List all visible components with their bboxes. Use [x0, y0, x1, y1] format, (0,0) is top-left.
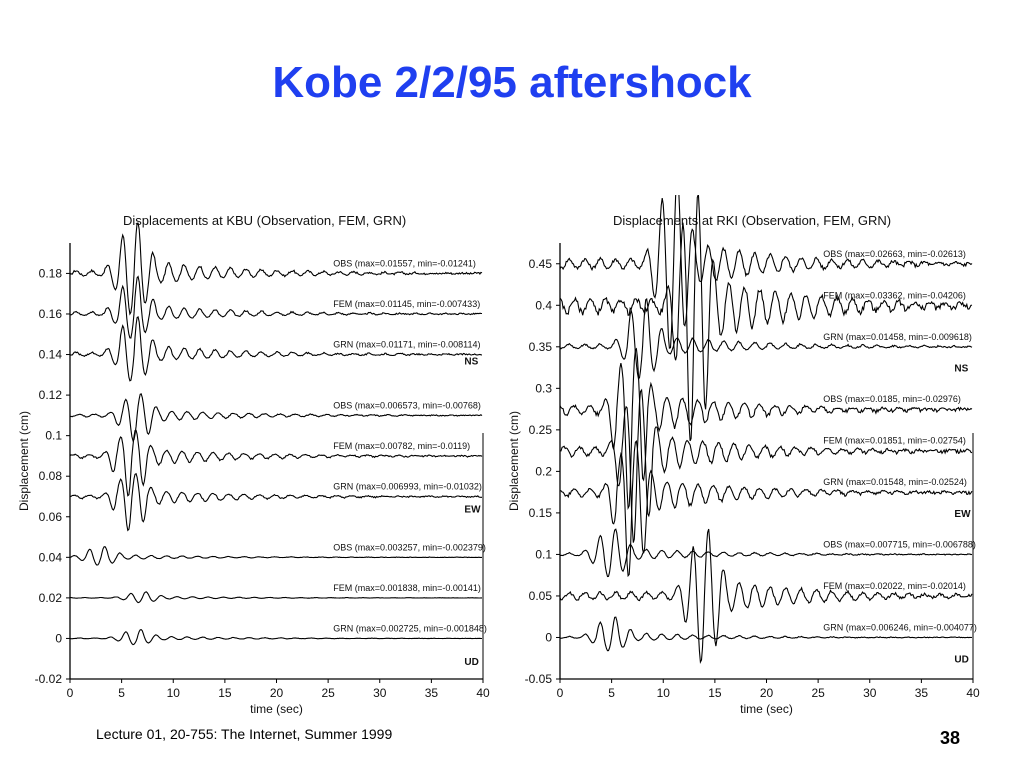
y-tick-label: 0.1: [535, 547, 552, 561]
y-tick-label: 0.02: [39, 591, 63, 605]
x-tick-label: 20: [760, 686, 774, 700]
y-tick-label: 0.2: [535, 464, 552, 478]
component-label: UD: [954, 654, 968, 665]
series-label: GRN (max=0.01548, min=-0.02524): [823, 477, 967, 487]
series-label: GRN (max=0.006246, min=-0.004077): [823, 622, 977, 632]
series-label: OBS (max=0.003257, min=-0.002379): [333, 542, 486, 552]
series-line: [69, 222, 483, 316]
y-tick-label: 0.12: [39, 388, 63, 402]
rki-displacement-chart: Displacements at RKI (Observation, FEM, …: [507, 195, 980, 716]
page-number: 38: [940, 728, 961, 748]
chart-title: Displacements at RKI (Observation, FEM, …: [613, 213, 891, 228]
x-axis-label: time (sec): [740, 702, 793, 716]
x-tick-label: 25: [321, 686, 335, 700]
y-axis-label: Displacement (cm): [17, 411, 31, 511]
y-tick-label: 0.45: [529, 257, 553, 271]
y-tick-label: 0.3: [535, 381, 552, 395]
component-label: EW: [954, 509, 971, 520]
y-tick-label: 0.05: [529, 589, 553, 603]
y-tick-label: 0.4: [535, 298, 552, 312]
x-tick-label: 15: [218, 686, 232, 700]
chart-title: Displacements at KBU (Observation, FEM, …: [123, 213, 406, 228]
x-tick-label: 25: [811, 686, 825, 700]
series-line: [559, 528, 973, 665]
y-tick-label: 0: [545, 630, 552, 644]
series-line: [69, 472, 482, 532]
series-label: FEM (max=0.01145, min=-0.007433): [333, 299, 480, 309]
footer-text: Lecture 01, 20-755: The Internet, Summer…: [96, 726, 393, 742]
series-label: OBS (max=0.006573, min=-0.00768): [333, 400, 481, 410]
y-tick-label: -0.05: [525, 672, 553, 686]
series-line: [70, 628, 482, 646]
series-line: [559, 528, 973, 578]
x-tick-label: 30: [373, 686, 387, 700]
series-line: [559, 195, 973, 442]
series-line: [559, 297, 973, 380]
series-label: OBS (max=0.01557, min=-0.01241): [333, 258, 476, 268]
x-tick-label: 0: [557, 686, 564, 700]
series-label: OBS (max=0.02663, min=-0.02613): [823, 249, 966, 259]
y-tick-label: 0.35: [529, 340, 553, 354]
x-tick-label: 40: [476, 686, 490, 700]
series-line: [69, 429, 483, 497]
x-tick-label: 5: [608, 686, 615, 700]
y-tick-label: 0.14: [39, 348, 63, 362]
y-tick-label: 0.16: [39, 307, 63, 321]
series-label: GRN (max=0.006993, min=-0.01032): [333, 481, 482, 491]
x-tick-label: 10: [167, 686, 181, 700]
y-tick-label: 0.08: [39, 469, 63, 483]
x-tick-label: 40: [966, 686, 980, 700]
x-tick-label: 20: [270, 686, 284, 700]
x-tick-label: 0: [67, 686, 74, 700]
x-tick-label: 5: [118, 686, 125, 700]
slide-title: Kobe 2/2/95 aftershock: [272, 58, 752, 107]
series-label: OBS (max=0.007715, min=-0.006788): [823, 539, 976, 549]
x-tick-label: 15: [708, 686, 722, 700]
y-tick-label: 0.18: [39, 266, 63, 280]
y-tick-label: 0: [55, 631, 62, 645]
x-tick-label: 35: [425, 686, 439, 700]
x-tick-label: 10: [657, 686, 671, 700]
component-label: UD: [464, 657, 478, 668]
series-line: [69, 546, 482, 566]
y-tick-label: 0.06: [39, 510, 63, 524]
component-label: NS: [464, 357, 478, 368]
series-label: GRN (max=0.002725, min=-0.001848): [333, 623, 487, 633]
series-line: [559, 347, 973, 511]
series-label: FEM (max=0.03362, min=-0.04206): [823, 290, 966, 300]
series-line: [559, 616, 973, 652]
series-line: [559, 195, 973, 349]
x-tick-label: 35: [915, 686, 929, 700]
y-tick-label: 0.15: [529, 506, 553, 520]
kbu-displacement-chart: Displacements at KBU (Observation, FEM, …: [17, 213, 490, 716]
y-tick-label: 0.25: [529, 423, 553, 437]
component-label: EW: [464, 505, 481, 516]
y-tick-label: -0.02: [35, 672, 63, 686]
series-label: FEM (max=0.00782, min=-0.0119): [333, 441, 470, 451]
component-label: NS: [954, 364, 968, 375]
x-tick-label: 30: [863, 686, 877, 700]
series-line: [69, 315, 483, 382]
y-tick-label: 0.1: [45, 429, 62, 443]
series-label: FEM (max=0.001838, min=-0.00141): [333, 583, 481, 593]
y-axis-label: Displacement (cm): [507, 411, 521, 511]
y-tick-label: 0.04: [39, 550, 63, 564]
series-line: [559, 440, 973, 578]
series-label: GRN (max=0.01458, min=-0.009618): [823, 332, 972, 342]
series-label: OBS (max=0.0185, min=-0.02976): [823, 394, 961, 404]
series-label: GRN (max=0.01171, min=-0.008114): [333, 340, 480, 350]
x-axis-label: time (sec): [250, 702, 303, 716]
series-label: FEM (max=0.02022, min=-0.02014): [823, 581, 966, 591]
series-line: [69, 393, 483, 442]
series-label: FEM (max=0.01851, min=-0.02754): [823, 436, 966, 446]
series-line: [559, 388, 973, 543]
series-line: [69, 275, 483, 339]
series-line: [69, 591, 482, 604]
